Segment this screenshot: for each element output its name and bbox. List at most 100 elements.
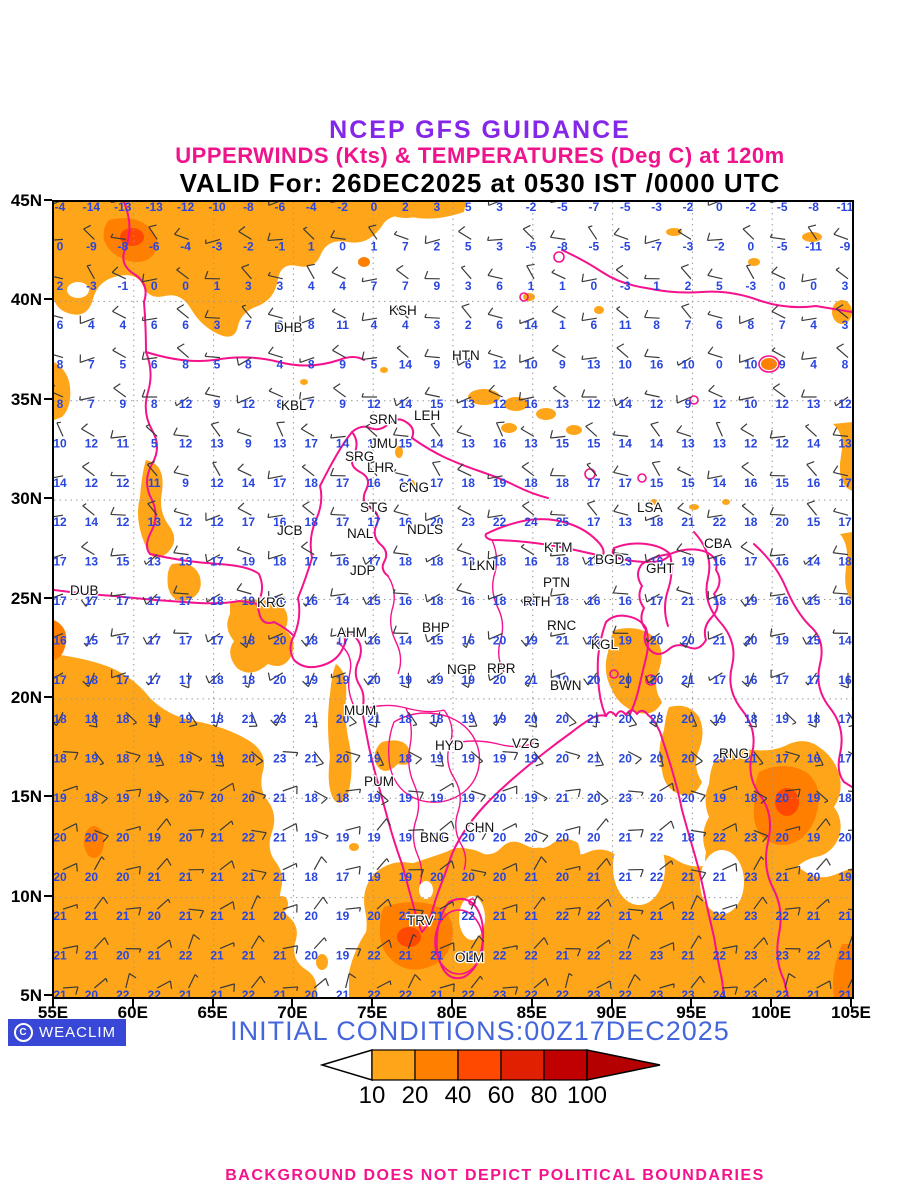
city-label-ght: GHT bbox=[646, 561, 675, 576]
svg-text:17: 17 bbox=[838, 476, 852, 490]
svg-text:18: 18 bbox=[399, 752, 413, 766]
svg-text:22: 22 bbox=[713, 909, 727, 923]
svg-text:20: 20 bbox=[650, 633, 664, 647]
svg-text:8: 8 bbox=[308, 358, 315, 372]
svg-text:22: 22 bbox=[148, 988, 162, 997]
svg-text:14: 14 bbox=[54, 476, 67, 490]
svg-text:17: 17 bbox=[650, 594, 664, 608]
svg-text:21: 21 bbox=[305, 712, 319, 726]
svg-text:20: 20 bbox=[210, 791, 224, 805]
svg-text:21: 21 bbox=[210, 909, 224, 923]
lat-tick bbox=[44, 795, 52, 798]
svg-text:9: 9 bbox=[685, 397, 692, 411]
svg-text:21: 21 bbox=[838, 909, 852, 923]
svg-text:17: 17 bbox=[116, 594, 130, 608]
lat-label-25N: 25N bbox=[10, 588, 42, 608]
svg-text:-2: -2 bbox=[683, 202, 694, 214]
city-label-olm: OLM bbox=[455, 950, 484, 965]
svg-text:19: 19 bbox=[776, 633, 790, 647]
svg-text:23: 23 bbox=[744, 870, 758, 884]
svg-text:18: 18 bbox=[54, 712, 67, 726]
svg-text:6: 6 bbox=[182, 318, 189, 332]
legend-left-arrow bbox=[320, 1048, 373, 1082]
svg-text:17: 17 bbox=[148, 594, 162, 608]
svg-text:18: 18 bbox=[807, 712, 821, 726]
svg-text:19: 19 bbox=[838, 870, 852, 884]
svg-text:20: 20 bbox=[273, 909, 287, 923]
svg-text:-9: -9 bbox=[840, 239, 851, 253]
svg-text:16: 16 bbox=[838, 673, 852, 687]
svg-text:18: 18 bbox=[681, 830, 695, 844]
svg-text:2: 2 bbox=[465, 318, 472, 332]
svg-text:18: 18 bbox=[210, 712, 224, 726]
svg-text:9: 9 bbox=[119, 397, 126, 411]
svg-text:14: 14 bbox=[242, 476, 256, 490]
svg-text:21: 21 bbox=[179, 988, 193, 997]
svg-text:22: 22 bbox=[807, 949, 821, 963]
svg-text:7: 7 bbox=[371, 279, 378, 293]
svg-text:17: 17 bbox=[776, 752, 790, 766]
svg-text:0: 0 bbox=[716, 202, 723, 214]
svg-text:21: 21 bbox=[54, 909, 67, 923]
svg-text:18: 18 bbox=[399, 712, 413, 726]
svg-text:21: 21 bbox=[273, 949, 287, 963]
svg-text:-8: -8 bbox=[557, 239, 568, 253]
svg-text:20: 20 bbox=[273, 633, 287, 647]
svg-text:6: 6 bbox=[465, 358, 472, 372]
svg-text:10: 10 bbox=[744, 358, 758, 372]
svg-text:16: 16 bbox=[807, 752, 821, 766]
svg-text:21: 21 bbox=[242, 909, 256, 923]
contour-rings bbox=[434, 251, 780, 975]
svg-text:1: 1 bbox=[653, 279, 660, 293]
svg-text:18: 18 bbox=[305, 515, 319, 529]
svg-text:20: 20 bbox=[650, 791, 664, 805]
svg-text:20: 20 bbox=[776, 830, 790, 844]
city-label-rpr: RPR bbox=[487, 661, 516, 676]
svg-text:17: 17 bbox=[54, 594, 67, 608]
svg-text:22: 22 bbox=[619, 949, 633, 963]
svg-text:20: 20 bbox=[838, 830, 852, 844]
legend-value-80: 80 bbox=[530, 1082, 558, 1109]
svg-text:4: 4 bbox=[276, 358, 283, 372]
svg-text:21: 21 bbox=[713, 870, 727, 884]
svg-text:13: 13 bbox=[148, 555, 162, 569]
svg-text:13: 13 bbox=[587, 555, 601, 569]
svg-text:13: 13 bbox=[524, 436, 538, 450]
lon-tick bbox=[131, 999, 134, 1007]
city-label-ksh: KSH bbox=[389, 303, 417, 318]
svg-text:-2: -2 bbox=[714, 239, 725, 253]
svg-text:20: 20 bbox=[462, 870, 476, 884]
svg-text:16: 16 bbox=[493, 436, 507, 450]
lon-tick bbox=[770, 999, 773, 1007]
svg-text:21: 21 bbox=[148, 870, 162, 884]
svg-text:-10: -10 bbox=[208, 202, 226, 214]
svg-text:15: 15 bbox=[776, 476, 790, 490]
svg-text:0: 0 bbox=[810, 279, 817, 293]
svg-text:17: 17 bbox=[305, 555, 319, 569]
city-label-srg: SRG bbox=[345, 449, 374, 464]
svg-text:19: 19 bbox=[462, 752, 476, 766]
svg-text:14: 14 bbox=[399, 397, 413, 411]
svg-text:5: 5 bbox=[151, 436, 158, 450]
svg-text:19: 19 bbox=[305, 830, 319, 844]
svg-text:23: 23 bbox=[744, 830, 758, 844]
svg-text:18: 18 bbox=[493, 555, 507, 569]
shade-layer bbox=[67, 282, 744, 940]
svg-text:5: 5 bbox=[465, 239, 472, 253]
svg-text:20: 20 bbox=[179, 830, 193, 844]
lat-tick bbox=[44, 397, 52, 400]
svg-text:18: 18 bbox=[210, 673, 224, 687]
svg-text:22: 22 bbox=[462, 949, 476, 963]
city-label-bgd: BGD bbox=[595, 552, 625, 567]
svg-text:21: 21 bbox=[744, 752, 758, 766]
lat-tick bbox=[44, 695, 52, 698]
svg-text:12: 12 bbox=[179, 436, 193, 450]
svg-text:19: 19 bbox=[776, 712, 790, 726]
svg-text:18: 18 bbox=[430, 594, 444, 608]
svg-text:19: 19 bbox=[305, 673, 319, 687]
svg-text:8: 8 bbox=[57, 397, 64, 411]
city-label-cng: CNG bbox=[399, 480, 429, 495]
svg-text:-3: -3 bbox=[745, 279, 756, 293]
svg-text:-5: -5 bbox=[588, 239, 599, 253]
